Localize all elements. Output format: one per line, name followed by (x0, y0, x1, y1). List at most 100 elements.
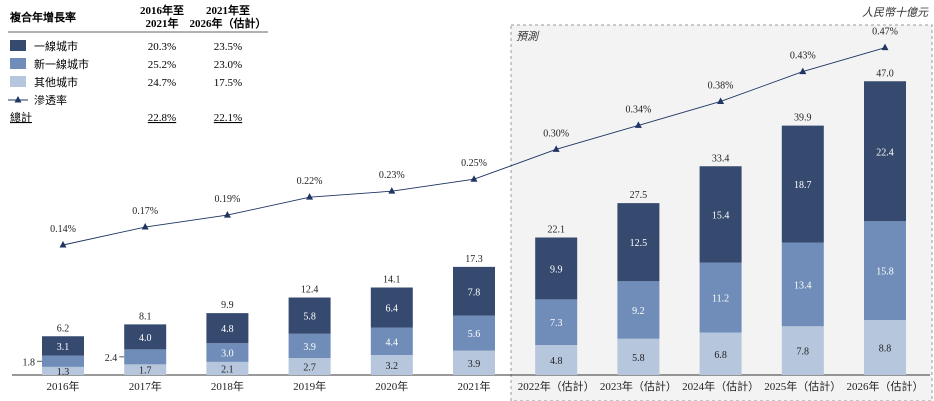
legend-col2-line2: 2026年（估計） (190, 16, 267, 30)
bar-tier1 (535, 237, 578, 300)
legend-col1-line1: 2016年至 (140, 3, 184, 17)
segment-label: 4.0 (139, 333, 152, 344)
x-tick-label: 2026年（估計） (847, 379, 924, 393)
legend-col2-line1: 2021年至 (206, 3, 250, 17)
total-label: 8.1 (139, 311, 152, 322)
segment-label: 12.5 (630, 238, 648, 249)
penetration-marker (470, 175, 478, 182)
bar-tier1 (699, 166, 742, 263)
segment-label: 11.2 (712, 294, 729, 305)
bar-new-tier1 (617, 281, 660, 339)
bar-other-cities (864, 320, 906, 375)
segment-label: 5.8 (632, 353, 645, 364)
legend-total-b: 22.1% (214, 112, 242, 124)
legend-swatch-newtier1 (10, 58, 26, 69)
penetration-marker (223, 211, 231, 218)
legend-header: 複合年增長率 (9, 10, 76, 24)
penetration-label: 0.38% (708, 80, 734, 91)
penetration-marker (634, 121, 642, 128)
penetration-marker (306, 193, 314, 200)
penetration-label: 0.19% (214, 194, 240, 205)
bar-tier1 (864, 81, 906, 222)
segment-label: 6.4 (386, 304, 399, 315)
bar-new-tier1 (124, 349, 167, 365)
total-label: 39.9 (794, 113, 812, 124)
penetration-label: 0.23% (379, 170, 405, 181)
bar-other-cities (206, 361, 249, 375)
segment-label: 3.0 (221, 349, 234, 360)
bar-other-cities (535, 345, 578, 375)
segment-label: 1.3 (57, 367, 70, 378)
legend-b-newtier1: 23.0% (214, 59, 242, 71)
bar-other-cities (453, 350, 495, 375)
total-label: 9.9 (221, 300, 234, 311)
segment-label: 9.9 (550, 264, 563, 275)
bar-new-tier1 (699, 262, 742, 333)
legend-col1-line2: 2021年 (146, 16, 179, 30)
bar-new-tier1 (781, 242, 824, 327)
bar-other-cities (699, 332, 742, 375)
x-tick-label: 2019年 (293, 379, 326, 393)
x-axis-labels: 2016年 2017年 2018年 2019年 2020年 2021年 2022年（估計） 2… (47, 379, 924, 393)
x-tick-label: 2023年（估計） (600, 379, 677, 393)
segment-label: 7.8 (797, 347, 810, 358)
segment-label: 6.8 (714, 350, 727, 361)
penetration-marker (717, 97, 725, 104)
segment-label: 2.7 (303, 363, 316, 374)
legend-swatch-tier1 (10, 40, 26, 51)
bar-other-cities (42, 366, 84, 375)
x-tick-label: 2024年（估計） (682, 379, 759, 393)
bar-tier1 (370, 287, 413, 328)
legend-b-other: 17.5% (214, 77, 242, 89)
penetration-group: 0.14% 0.17% 0.19% 0.22% 0.23% 0.25% 0.30% 0.34%… (50, 27, 898, 248)
x-tick-label: 2016年 (47, 379, 80, 393)
bar-tier1 (617, 203, 660, 282)
bar-new-tier1 (864, 221, 906, 320)
segment-label: 15.8 (876, 267, 894, 278)
penetration-label: 0.43% (790, 51, 816, 62)
bar-tier1 (124, 324, 167, 350)
total-label: 12.4 (301, 285, 319, 296)
segment-label: 2.1 (221, 364, 234, 375)
total-label: 14.1 (383, 275, 401, 286)
segment-label: 3.9 (303, 342, 316, 353)
bar-new-tier1 (42, 355, 84, 367)
penetration-label: 0.22% (297, 176, 323, 187)
total-label: 33.4 (712, 153, 730, 164)
x-tick-label: 2018年 (211, 379, 244, 393)
bar-tier1 (288, 297, 331, 334)
x-tick-label: 2022年（估計） (518, 379, 595, 393)
legend-name-other: 其他城市 (34, 75, 78, 89)
segment-label: 8.8 (879, 344, 892, 355)
segment-label: 7.3 (550, 318, 563, 329)
legend-total-a: 22.8% (148, 112, 176, 124)
legend-a-tier1: 20.3% (148, 41, 176, 53)
bar-tier1 (42, 336, 84, 356)
bar-other-cities (617, 338, 660, 375)
bars-group: 1.3 1.8 3.1 6.2 1.7 2.4 4.0 8.1 2.1 3.0 4.8 9.9 2.7 3… (23, 68, 906, 378)
total-label: 17.3 (465, 254, 483, 265)
legend-penetration-label: 滲透率 (34, 93, 67, 107)
bar-tier1 (781, 125, 824, 243)
bar-new-tier1 (453, 315, 495, 351)
segment-label: 5.8 (303, 312, 316, 323)
legend-b-tier1: 23.5% (214, 41, 242, 53)
segment-label: 3.9 (468, 359, 481, 370)
bar-other-cities (124, 364, 167, 375)
segment-label: 5.6 (468, 329, 481, 340)
legend-total-label: 總計 (10, 110, 32, 124)
bar-new-tier1 (535, 299, 578, 345)
penetration-marker (799, 67, 807, 75)
bar-other-cities (781, 326, 824, 375)
bar-tier1 (206, 313, 249, 344)
penetration-label: 0.30% (543, 128, 569, 139)
legend-penetration-marker (14, 96, 22, 103)
segment-label: 18.7 (794, 180, 812, 191)
penetration-label: 0.47% (872, 27, 898, 38)
total-label: 6.2 (57, 323, 70, 334)
forecast-label: 預測 (516, 30, 540, 43)
penetration-marker (881, 43, 889, 51)
penetration-marker (388, 187, 396, 194)
legend-swatch-other (10, 76, 26, 87)
